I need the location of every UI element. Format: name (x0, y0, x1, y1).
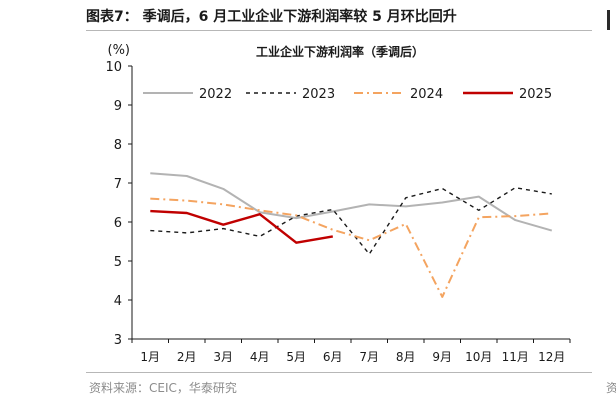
y-tick-label: 10 (105, 60, 122, 75)
series-line-2023 (150, 186, 552, 255)
x-tick-label: 12月 (538, 350, 565, 364)
x-tick-label: 5月 (286, 350, 306, 364)
y-tick-label: 9 (114, 99, 122, 114)
x-tick-label: 7月 (359, 350, 379, 364)
legend-label-2023: 2023 (302, 87, 335, 102)
x-tick-label: 11月 (502, 350, 529, 364)
y-tick-label: 7 (114, 177, 122, 192)
series-line-2022 (150, 172, 553, 232)
source-note: 资料来源：CEIC，华泰研究 (89, 381, 237, 395)
legend-label-2024: 2024 (410, 87, 443, 102)
series-line-2024 (150, 197, 552, 298)
x-tick-label: 1月 (140, 350, 160, 364)
chart-title: 工业企业下游利润率（季调后） (256, 44, 424, 59)
legend-label-2022: 2022 (199, 87, 232, 102)
y-tick-label: 5 (114, 255, 122, 270)
legend-label-2025: 2025 (519, 87, 552, 102)
right-edge-bar (607, 10, 610, 30)
x-tick-label: 6月 (323, 350, 343, 364)
series-line-2025 (150, 209, 334, 244)
y-tick-label: 3 (114, 333, 122, 348)
axes: 3 4 5 6 7 8 9 10 1月 2月 3月 4月 5月 6月 7月 8月 9月 10月 11月 12月 (105, 60, 571, 364)
figure-title: 图表7： 季调后，6 月工业企业下游利润率较 5 月环比回升 (86, 9, 457, 25)
x-tick-label: 2月 (177, 350, 197, 364)
x-tick-label: 9月 (432, 350, 452, 364)
right-fragment-text: 资 (606, 381, 616, 395)
x-tick-label: 4月 (250, 350, 270, 364)
y-tick-label: 6 (114, 216, 122, 231)
x-tick-label: 3月 (213, 350, 233, 364)
x-tick-label: 8月 (396, 350, 416, 364)
top-rule (86, 30, 592, 31)
series-layer (150, 172, 553, 298)
bottom-rule (86, 372, 592, 373)
y-axis-unit: (%) (108, 43, 131, 58)
x-tick-label: 10月 (465, 350, 492, 364)
y-tick-label: 4 (114, 294, 122, 309)
legend: 2022 2023 2024 2025 (143, 87, 552, 102)
y-tick-label: 8 (114, 138, 122, 153)
